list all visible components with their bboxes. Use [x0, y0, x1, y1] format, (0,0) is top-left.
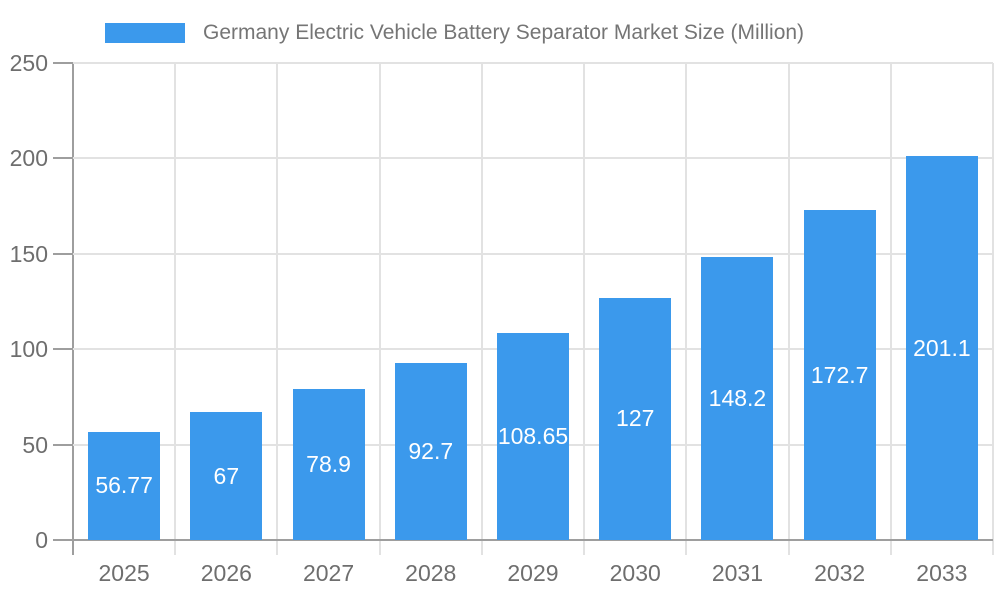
legend-label: Germany Electric Vehicle Battery Separat…	[203, 21, 805, 44]
bar-value-label: 148.2	[708, 385, 767, 412]
bar-value-label: 201.1	[913, 334, 971, 361]
bar-value-label: 127	[616, 405, 655, 432]
y-axis-tick	[53, 62, 73, 64]
horizontal-gridline	[73, 62, 993, 64]
bar[interactable]: 108.65	[497, 332, 569, 540]
y-axis-line	[72, 63, 74, 555]
bar-value-label: 67	[213, 462, 240, 489]
bar[interactable]: 148.2	[701, 257, 774, 540]
x-axis-tick-label: 2031	[711, 560, 764, 586]
bar[interactable]: 92.7	[394, 363, 467, 540]
bar-value-label: 172.7	[810, 361, 869, 388]
x-axis-tick-label: 2026	[200, 560, 252, 586]
x-axis-line	[53, 539, 993, 541]
vertical-gridline	[992, 63, 994, 555]
vertical-gridline	[174, 63, 177, 555]
horizontal-gridline	[73, 157, 993, 160]
y-axis-tick	[53, 348, 73, 351]
x-axis-tick-label: 2033	[916, 560, 968, 586]
x-axis-tick-label: 2028	[405, 560, 457, 586]
vertical-gridline	[787, 63, 790, 555]
x-axis-tick-label: 2027	[302, 560, 355, 586]
vertical-gridline	[583, 63, 586, 555]
y-axis-tick-label: 200	[9, 145, 48, 172]
bar-value-label: 78.9	[306, 451, 351, 478]
vertical-gridline	[685, 63, 688, 555]
bar-value-label: 108.65	[497, 422, 569, 449]
bar[interactable]: 67	[190, 412, 263, 540]
x-axis-tick-label: 2032	[814, 560, 866, 586]
bar[interactable]: 56.77	[88, 431, 161, 540]
bar[interactable]: 172.7	[803, 210, 876, 540]
legend-swatch	[105, 23, 185, 43]
y-axis-tick-label: 0	[35, 527, 48, 553]
y-axis-tick-label: 150	[9, 240, 48, 267]
bar-value-label: 92.7	[408, 438, 454, 465]
bar[interactable]: 127	[599, 297, 672, 540]
horizontal-gridline	[73, 252, 993, 255]
vertical-gridline	[480, 63, 483, 555]
bar-value-label: 56.77	[95, 472, 153, 499]
vertical-gridline	[378, 63, 381, 555]
y-axis-tick-label: 100	[9, 336, 48, 363]
x-axis-tick-label: 2029	[507, 560, 559, 586]
y-axis-tick	[53, 157, 73, 160]
vertical-gridline	[889, 63, 892, 555]
x-axis-tick-label: 2030	[609, 560, 661, 586]
vertical-gridline	[276, 63, 279, 555]
y-axis-tick-label: 250	[9, 50, 48, 76]
bar[interactable]: 78.9	[292, 389, 365, 540]
y-axis-tick-label: 50	[22, 431, 48, 458]
x-axis-tick-label: 2025	[98, 560, 150, 586]
legend-item[interactable]: Germany Electric Vehicle Battery Separat…	[105, 21, 804, 45]
y-axis-tick	[53, 252, 73, 255]
y-axis-tick	[53, 443, 73, 446]
bar[interactable]: 201.1	[905, 156, 978, 540]
